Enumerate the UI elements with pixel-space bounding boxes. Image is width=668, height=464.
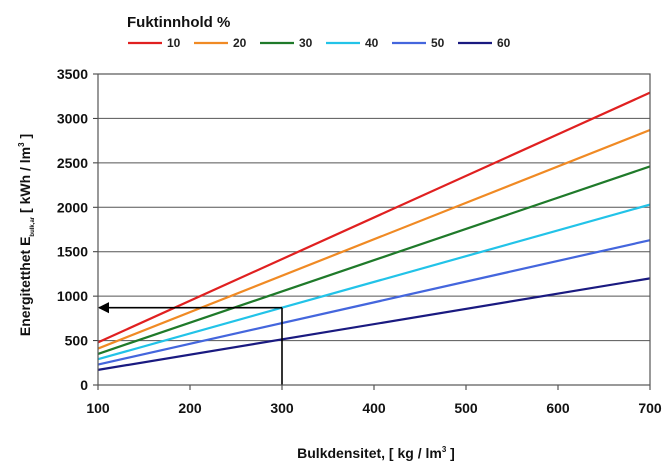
x-tick-label: 600: [546, 400, 570, 416]
x-axis-title-text: Bulkdensitet, [ kg / lm: [297, 445, 442, 461]
y-tick-label: 3000: [57, 110, 88, 126]
legend-title: Fuktinnhold %: [127, 14, 230, 31]
legend-label-40: 40: [365, 36, 379, 50]
series-line-50: [97, 239, 651, 366]
x-tick-label: 200: [178, 400, 202, 416]
y-axis-title-pre: Energitetthet E: [17, 237, 33, 337]
y-tick-label: 1500: [57, 244, 88, 260]
series-line-60: [97, 277, 651, 371]
x-axis-title: Bulkdensitet, [ kg / lm3 ]: [297, 445, 455, 461]
reading-annotation: [97, 302, 283, 385]
y-tick-label: 500: [65, 333, 89, 349]
gridlines: [98, 117, 650, 342]
series-line-10: [97, 91, 651, 344]
x-tick-label: 400: [362, 400, 386, 416]
x-axis-title-end: ]: [446, 445, 455, 461]
series-lines: [97, 91, 651, 371]
legend-label-50: 50: [431, 36, 445, 50]
series-line-20: [97, 128, 651, 350]
series-line-30: [97, 165, 651, 355]
y-axis-title: Energitetthet Ebulk,ar [ kWh / lm3 ]: [17, 134, 36, 336]
x-axis-title-sup: 3: [442, 445, 447, 454]
y-axis-title-end: ]: [17, 134, 33, 143]
y-axis-ticks: 0 500 1000 1500 2000 2500 3000 3500: [57, 66, 98, 393]
x-tick-label: 700: [638, 400, 662, 416]
legend-label-20: 20: [233, 36, 247, 50]
legend-label-10: 10: [167, 36, 181, 50]
x-tick-label: 100: [86, 400, 110, 416]
legend: Fuktinnhold % 10 20 30 40 50 60: [127, 14, 511, 50]
legend-label-30: 30: [299, 36, 313, 50]
legend-label-60: 60: [497, 36, 511, 50]
y-tick-label: 2500: [57, 155, 88, 171]
y-axis-title-mid: [ kWh / lm: [17, 147, 33, 217]
y-axis-title-sub: bulk,ar: [30, 216, 36, 236]
x-axis-ticks: 100 200 300 400 500 600 700: [86, 385, 662, 416]
y-tick-label: 0: [80, 377, 88, 393]
x-tick-label: 500: [454, 400, 478, 416]
y-tick-label: 3500: [57, 66, 88, 82]
plot-frame: [97, 73, 651, 386]
x-tick-label: 300: [270, 400, 294, 416]
series-line-40: [97, 203, 651, 361]
y-tick-label: 1000: [57, 288, 88, 304]
y-axis-title-sup: 3: [17, 142, 26, 147]
y-tick-label: 2000: [57, 199, 88, 215]
